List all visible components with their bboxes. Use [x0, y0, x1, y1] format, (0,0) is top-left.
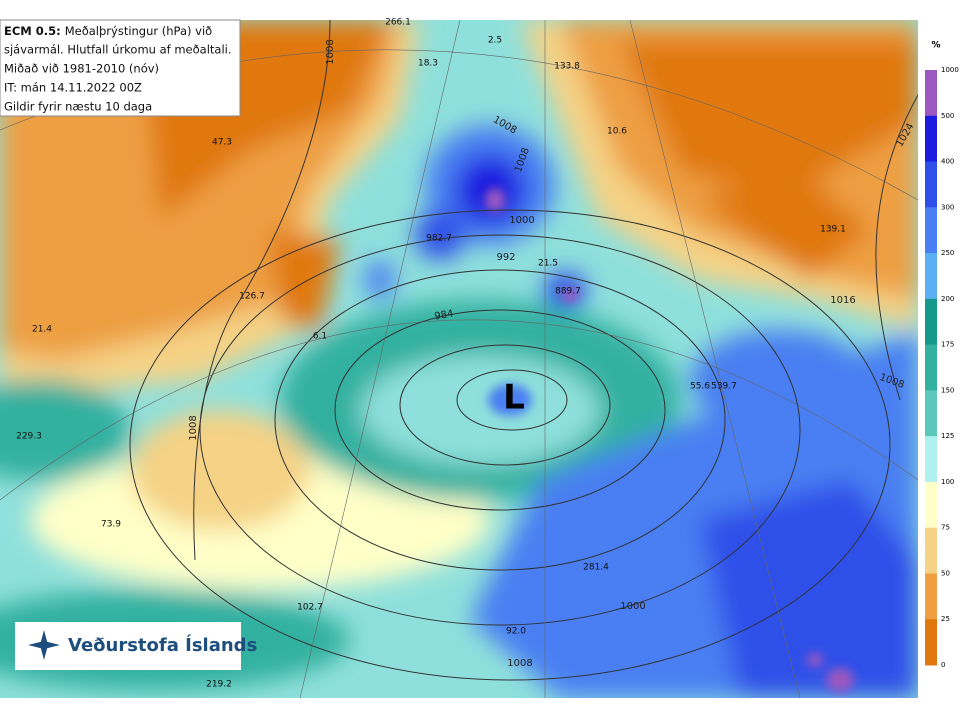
legend-swatch — [925, 207, 937, 254]
header-line: sjávarmál. Hlutfall úrkomu af meðaltali. — [4, 43, 232, 57]
legend-swatch — [925, 161, 937, 208]
legend-swatch — [925, 115, 937, 163]
point-label: 539.7 — [711, 382, 737, 392]
point-label: 266.1 — [385, 18, 411, 28]
header-line: ECM 0.5: Meðalþrýstingur (hPa) við — [4, 24, 212, 38]
low-center: L — [503, 378, 525, 418]
isobar-label: 1000 — [509, 215, 534, 226]
legend-label: 500 — [941, 112, 954, 120]
point-label: 219.2 — [206, 680, 232, 690]
precip-field — [0, 20, 918, 698]
legend-swatch — [925, 253, 937, 300]
legend-label: 150 — [941, 386, 954, 394]
legend-swatch — [925, 481, 937, 529]
point-label: 281.4 — [583, 563, 609, 573]
legend-label: 125 — [941, 432, 954, 440]
point-label: 102.7 — [297, 603, 323, 613]
legend-swatch — [925, 70, 937, 117]
legend-label: 200 — [941, 295, 954, 303]
logo-text: Veðurstofa Íslands — [68, 634, 257, 656]
legend-swatch — [925, 619, 937, 666]
legend-swatch — [925, 436, 937, 483]
isobar-label: 1008 — [507, 658, 532, 669]
isobar-label: 992 — [496, 252, 515, 263]
point-label: 73.9 — [101, 520, 121, 530]
legend-label: 300 — [941, 203, 954, 211]
legend-label: 1000 — [941, 66, 959, 74]
point-label: 6.1 — [313, 332, 327, 342]
legend-swatch — [925, 390, 937, 437]
legend-label: 175 — [941, 341, 954, 349]
point-label: 139.1 — [820, 225, 846, 235]
logo-icon — [28, 630, 60, 660]
header-line: Gildir fyrir næstu 10 daga — [4, 100, 152, 114]
legend-label: 50 — [941, 569, 950, 577]
legend-label: 250 — [941, 249, 954, 257]
point-label: 92.0 — [506, 627, 526, 637]
header-line: IT: mán 14.11.2022 00Z — [4, 81, 142, 95]
legend-swatch — [925, 298, 937, 346]
legend-label: 25 — [941, 615, 950, 623]
point-label: 21.4 — [32, 325, 52, 335]
point-label: 10.6 — [607, 127, 627, 137]
legend-label: 0 — [941, 661, 945, 669]
legend-swatch — [925, 344, 937, 391]
header-box — [0, 19, 241, 117]
point-label: 889.7 — [555, 287, 581, 297]
legend-unit: % — [931, 41, 940, 51]
legend-swatch — [925, 527, 937, 574]
point-label: 55.6 — [690, 382, 710, 392]
graticule — [0, 20, 918, 698]
legend-label: 75 — [941, 524, 950, 532]
point-label: 229.3 — [16, 432, 42, 442]
point-label: 18.3 — [418, 59, 438, 69]
point-label: 2.5 — [488, 36, 502, 46]
point-label: 982.7 — [426, 234, 452, 244]
point-label: 126.7 — [239, 292, 265, 302]
header-text: Meðalþrýstingur (hPa) við — [65, 24, 212, 38]
legend-swatch — [925, 573, 937, 620]
point-label: 133.8 — [554, 62, 580, 72]
isobars — [129, 20, 918, 681]
isobar-label: 1008 — [325, 39, 336, 64]
isobar-label: 1008 — [188, 415, 199, 440]
isobar-label: 1000 — [620, 601, 645, 612]
legend-label: 400 — [941, 158, 954, 166]
point-label: 47.3 — [212, 138, 232, 148]
header-line: Miðað við 1981-2010 (nóv) — [4, 62, 159, 76]
header-bold: ECM 0.5: — [4, 24, 61, 38]
isobar-label: 984 — [434, 308, 455, 322]
legend-label: 100 — [941, 478, 954, 486]
point-label: 21.5 — [538, 259, 558, 269]
isobar-label: 1016 — [830, 295, 855, 306]
